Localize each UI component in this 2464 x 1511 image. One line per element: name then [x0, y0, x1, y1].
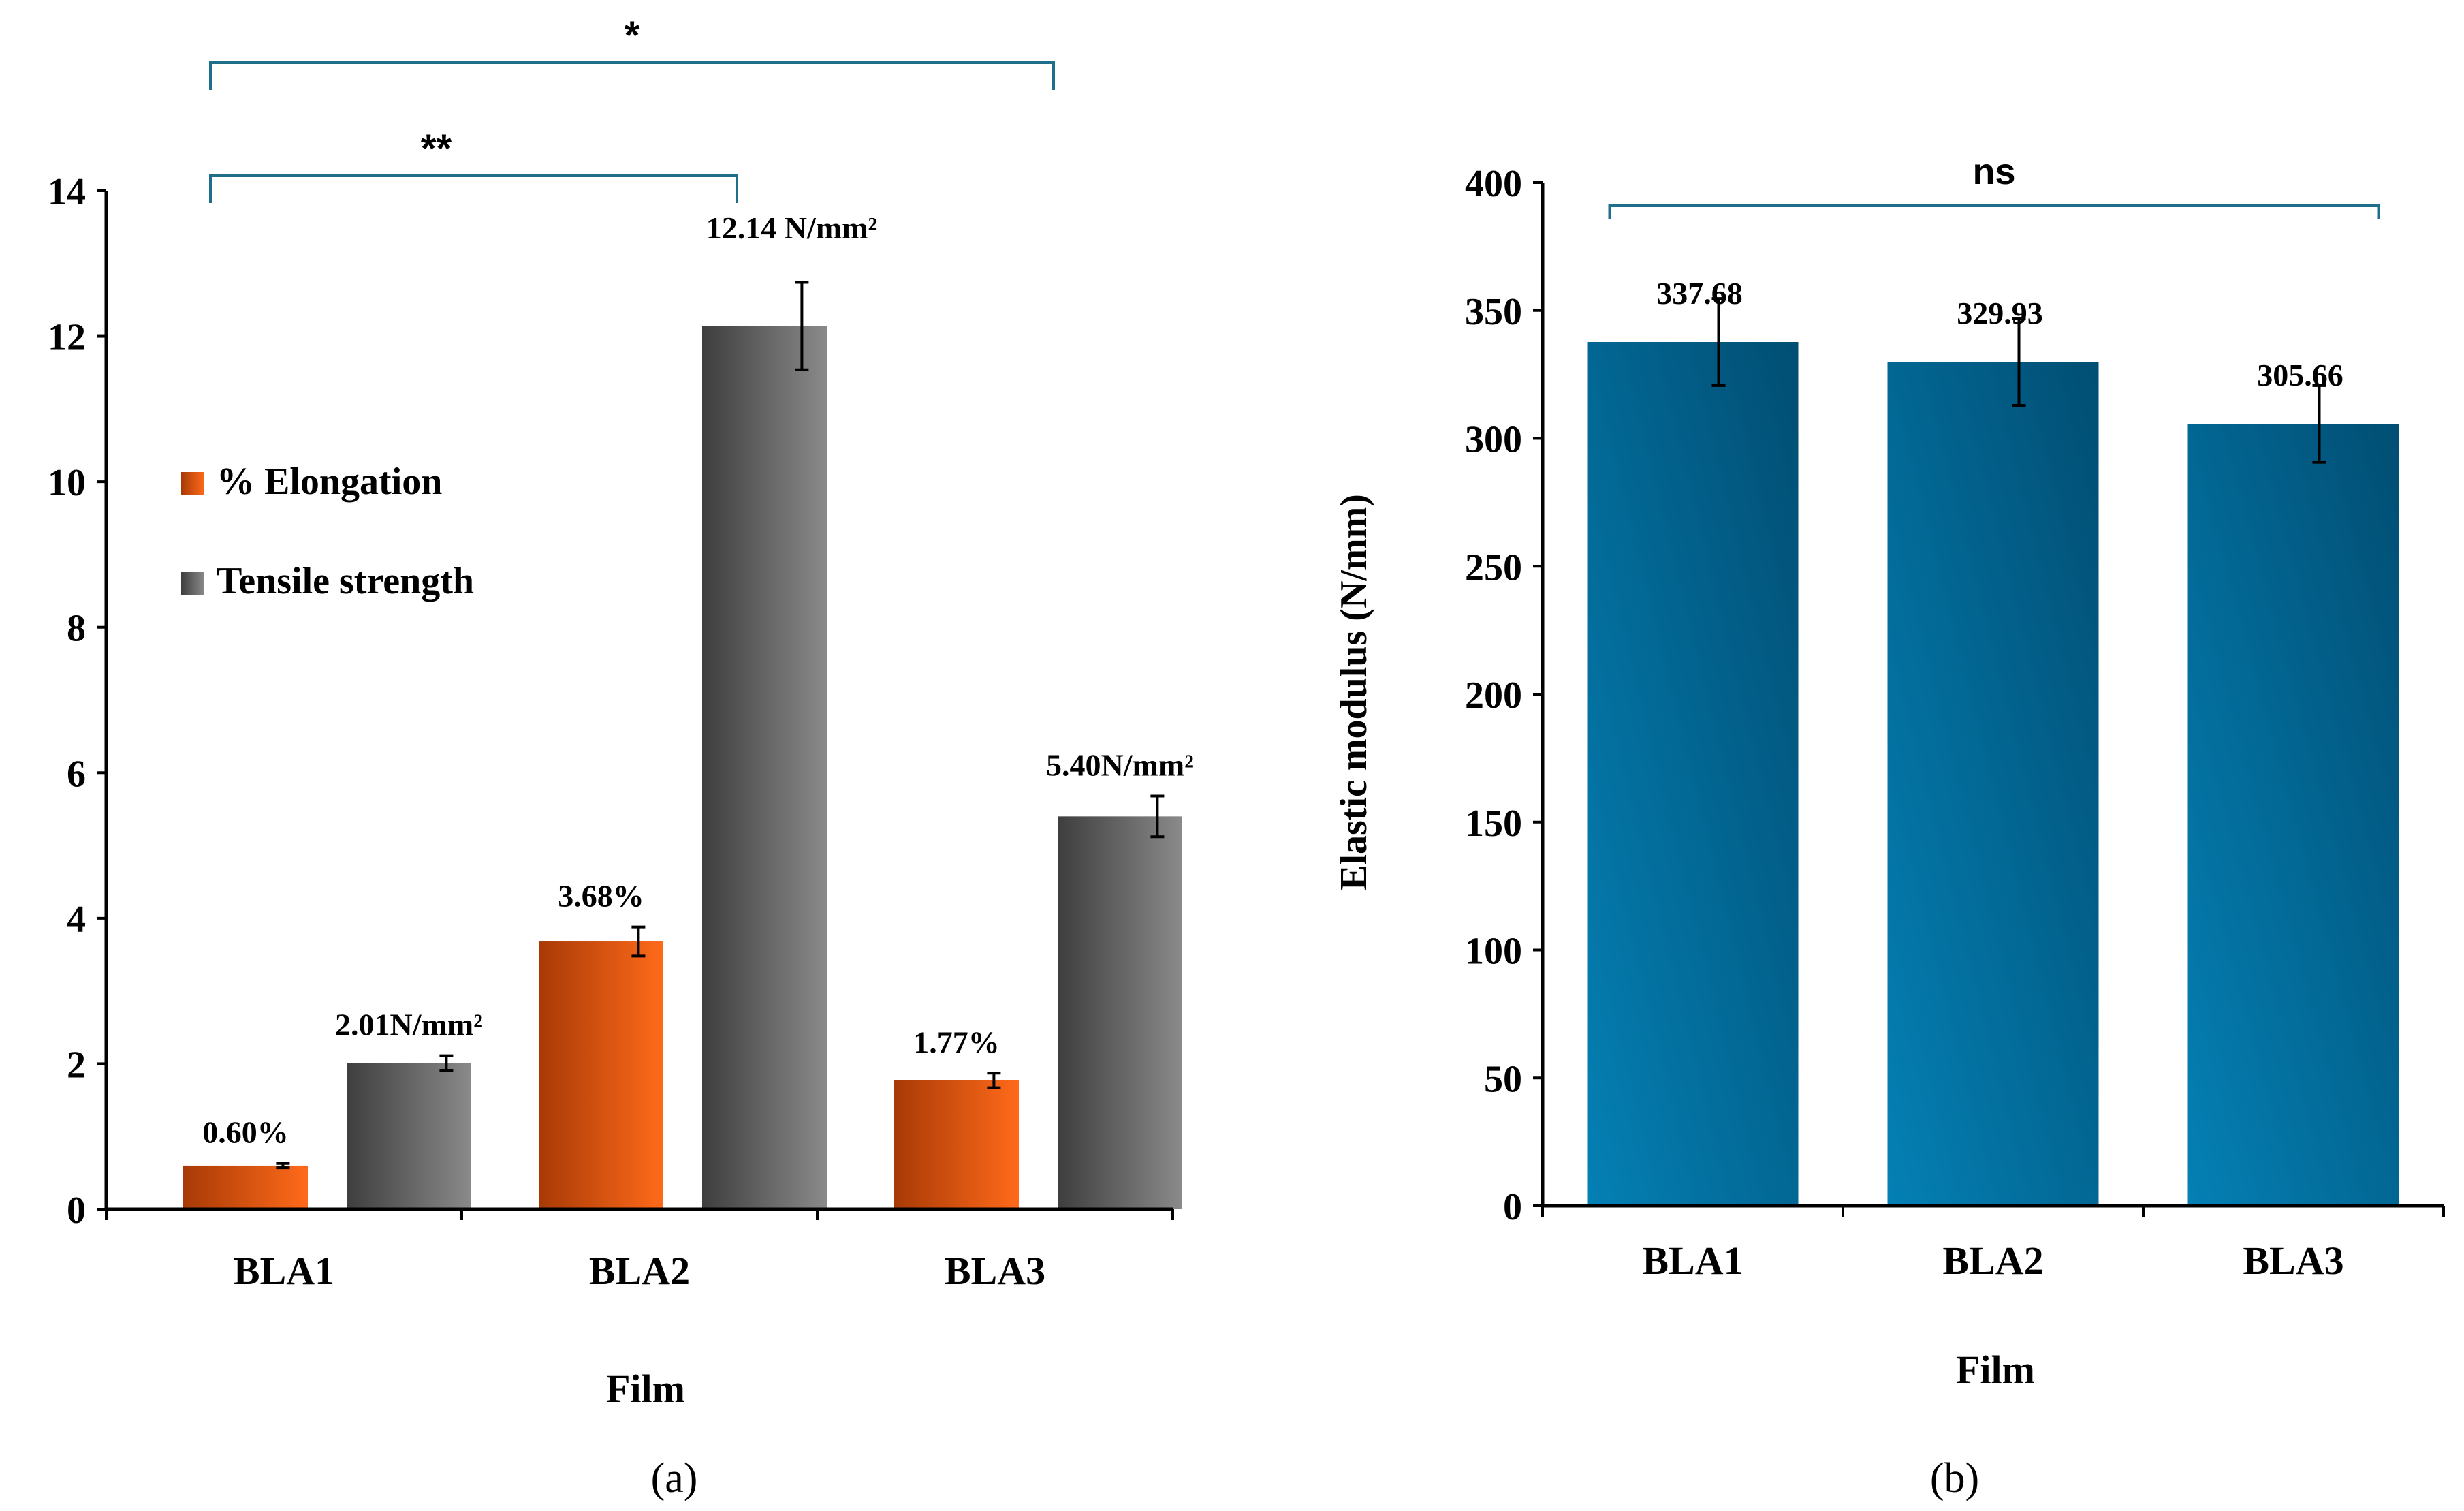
a-category-label: BLA3 — [945, 1249, 1045, 1293]
b-category-label: BLA3 — [2243, 1239, 2343, 1283]
a-data-label-elongation: 0.60% — [202, 1115, 289, 1150]
b-bar-modulus — [2187, 424, 2399, 1206]
b-data-label-modulus: 305.66 — [2257, 358, 2343, 392]
a-significance-bracket — [209, 61, 1055, 90]
a-bars — [183, 326, 1182, 1209]
a-significance-label: * — [625, 14, 640, 58]
b-y-tick-label: 100 — [1465, 931, 1522, 973]
a-error-bars — [276, 281, 1165, 1170]
legend-label-elongation: % Elongation — [217, 461, 442, 503]
a-data-label-elongation: 3.68% — [558, 879, 644, 914]
panel-b-chart: ns 337.68 329.93 305.66 0 50 100 150 200 250 300… — [1333, 151, 2445, 1501]
a-bar-tensile — [1058, 816, 1182, 1209]
b-category-label: BLA2 — [1942, 1239, 2043, 1283]
b-y-tick-label: 350 — [1465, 291, 1522, 333]
b-significance-label: ns — [1972, 151, 2015, 192]
b-error-bars — [1711, 297, 2326, 464]
a-bar-tensile — [347, 1063, 471, 1209]
a-category-label: BLA2 — [589, 1249, 690, 1293]
b-y-tick-label: 150 — [1465, 803, 1522, 845]
a-y-tick-label: 14 — [48, 171, 86, 213]
b-y-axis-title: Elastic modulus (N/mm) — [1333, 494, 1375, 890]
a-y-tick-label: 10 — [48, 462, 86, 504]
a-significance-bracket — [209, 174, 738, 203]
legend-swatch-tensile — [181, 572, 204, 595]
a-data-label-tensile: 12.14 N/mm² — [706, 211, 877, 245]
a-significance-label: ** — [421, 127, 452, 171]
legend-label-tensile: Tensile strength — [217, 560, 474, 602]
b-category-label: BLA1 — [1642, 1239, 1743, 1283]
a-y-tick-label: 12 — [48, 317, 86, 359]
a-legend: % Elongation Tensile strength — [181, 461, 474, 602]
b-y-tick-label: 400 — [1465, 163, 1522, 205]
b-y-tick-label: 250 — [1465, 546, 1522, 589]
a-data-label-tensile: 2.01N/mm² — [335, 1008, 483, 1042]
b-axes: 0 50 100 150 200 250 300 350 400 BLA1 BLA2 BLA3 — [1465, 163, 2445, 1283]
a-panel-label: (a) — [651, 1455, 698, 1501]
b-data-label-modulus: 329.93 — [1957, 296, 2043, 330]
a-bar-elongation — [894, 1080, 1019, 1209]
b-bar-modulus — [1587, 342, 1799, 1206]
a-bar-tensile — [702, 326, 827, 1209]
b-y-tick-label: 300 — [1465, 419, 1522, 461]
a-y-tick-label: 6 — [67, 753, 86, 795]
a-y-tick-label: 8 — [67, 608, 86, 650]
a-y-tick-label: 0 — [67, 1189, 86, 1232]
b-y-tick-label: 50 — [1484, 1058, 1522, 1100]
a-data-label-tensile: 5.40N/mm² — [1046, 747, 1194, 782]
b-bar-modulus — [1887, 362, 2099, 1206]
b-x-axis-title: Film — [1956, 1348, 2035, 1392]
b-significance-bracket — [1608, 204, 2380, 219]
a-axes: 0 2 4 6 8 10 12 14 BLA1 BLA2 BLA3 — [48, 171, 1174, 1293]
b-bars — [1587, 342, 2399, 1206]
a-y-tick-label: 4 — [67, 899, 86, 941]
b-data-label-modulus: 337.68 — [1656, 276, 1743, 311]
a-category-label: BLA1 — [234, 1249, 334, 1293]
b-significance-brackets: ns — [1608, 151, 2380, 219]
legend-swatch-elongation — [181, 472, 204, 495]
b-data-labels: 337.68 329.93 305.66 — [1656, 276, 2343, 392]
b-y-tick-label: 200 — [1465, 674, 1522, 717]
b-panel-label: (b) — [1930, 1455, 1979, 1501]
b-y-tick-label: 0 — [1503, 1186, 1522, 1228]
a-significance-brackets: *** — [209, 14, 1055, 203]
a-data-label-elongation: 1.77% — [913, 1025, 1000, 1059]
a-data-labels: 0.60% 2.01N/mm² 3.68% 12.14 N/mm² 1.77% 5.40N… — [202, 211, 1194, 1150]
a-y-tick-label: 2 — [67, 1044, 86, 1086]
a-bar-elongation — [183, 1165, 308, 1209]
a-bar-elongation — [539, 941, 663, 1209]
a-x-axis-title: Film — [606, 1367, 685, 1411]
